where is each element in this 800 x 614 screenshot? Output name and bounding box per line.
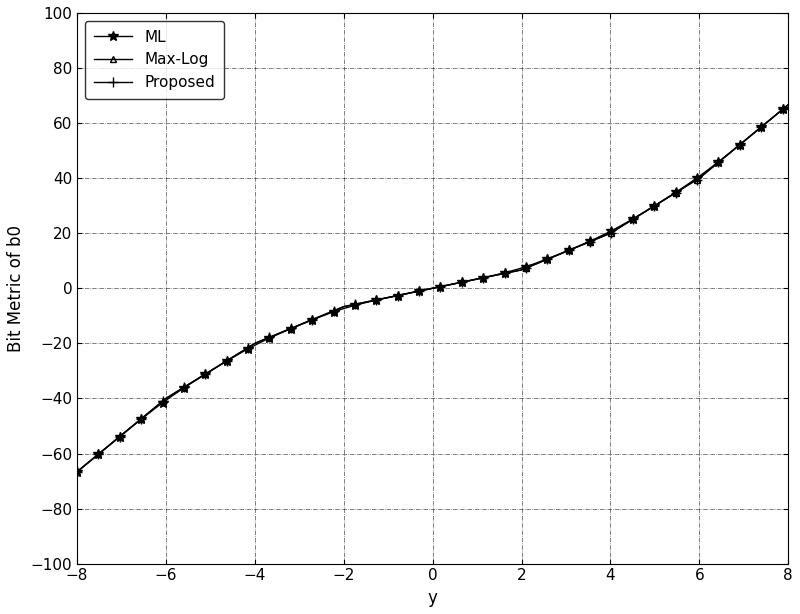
ML xyxy=(414,287,424,295)
Max-Log xyxy=(410,289,419,296)
Proposed xyxy=(414,287,424,295)
Line: Max-Log: Max-Log xyxy=(74,101,792,475)
Legend: ML, Max-Log, Proposed: ML, Max-Log, Proposed xyxy=(85,21,224,99)
Proposed xyxy=(72,468,82,475)
Proposed xyxy=(457,279,466,286)
ML xyxy=(72,468,82,476)
Line: ML: ML xyxy=(72,100,793,476)
X-axis label: y: y xyxy=(428,589,438,607)
ML xyxy=(783,101,793,109)
Y-axis label: Bit Metric of b0: Bit Metric of b0 xyxy=(7,225,25,352)
Max-Log xyxy=(457,279,466,286)
ML xyxy=(457,279,466,286)
Max-Log xyxy=(414,287,424,295)
Proposed xyxy=(410,289,419,296)
Max-Log xyxy=(495,271,505,278)
ML xyxy=(495,270,505,278)
Max-Log xyxy=(783,101,793,109)
Proposed xyxy=(655,199,665,206)
ML xyxy=(655,199,665,206)
Max-Log xyxy=(72,468,82,475)
Max-Log xyxy=(655,199,665,206)
ML xyxy=(766,115,776,123)
Max-Log xyxy=(766,115,776,123)
Proposed xyxy=(495,271,505,278)
ML xyxy=(410,289,419,296)
Proposed xyxy=(783,101,793,109)
Proposed xyxy=(766,115,776,123)
Line: Proposed: Proposed xyxy=(72,100,793,476)
